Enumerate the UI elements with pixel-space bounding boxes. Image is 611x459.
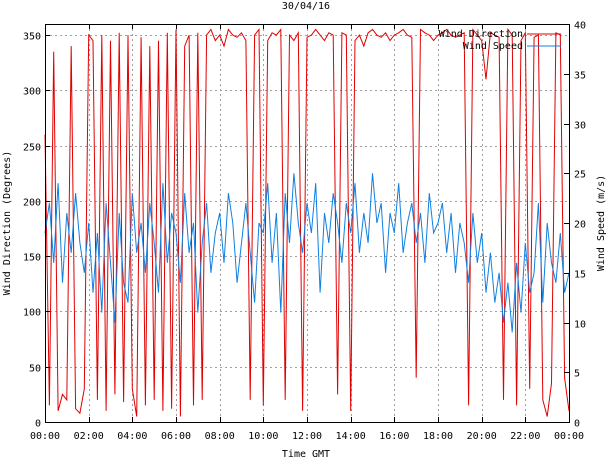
y-axis-label-left: Wind Direction (Degrees) [2, 151, 13, 296]
y-left-tick-label: 300 [23, 87, 41, 98]
x-tick-label: 08:00 [205, 431, 235, 442]
x-tick-label: 10:00 [248, 431, 278, 442]
series-line-wind-direction [44, 28, 570, 417]
y-right-tick-label: 25 [574, 170, 586, 181]
x-tick-label: 04:00 [117, 431, 147, 442]
x-tick-label: 18:00 [423, 431, 453, 442]
y-left-tick-label: 50 [29, 364, 41, 375]
y-right-tick-label: 5 [574, 369, 580, 380]
x-axis-label: Time GMT [282, 449, 330, 459]
series-line-wind-speed [44, 173, 570, 333]
x-tick-label: 20:00 [467, 431, 497, 442]
x-tick-label: 00:00 [554, 431, 584, 442]
y-right-tick-label: 10 [574, 320, 586, 331]
x-tick-label: 12:00 [292, 431, 322, 442]
x-tick-label: 00:00 [30, 431, 60, 442]
y-left-tick-label: 200 [23, 198, 41, 209]
y-left-tick-label: 150 [23, 253, 41, 264]
y-axis-label-right: Wind Speed (m/s) [596, 175, 607, 271]
y-right-tick-label: 40 [574, 21, 586, 32]
y-left-tick-label: 350 [23, 32, 41, 43]
legend-label-wind-speed: Wind Speed [463, 41, 523, 52]
y-left-tick-label: 0 [35, 419, 41, 430]
y-right-tick-label: 30 [574, 121, 586, 132]
chart-title: 30/04/16 [282, 1, 330, 12]
y-right-tick-label: 20 [574, 220, 586, 231]
y-right-tick-label: 0 [574, 419, 580, 430]
x-tick-label: 06:00 [161, 431, 191, 442]
x-tick-label: 14:00 [336, 431, 366, 442]
axis-ticks: 00:00 02:00 04:00 06:00 08:00 10:00 12:00 14:00… [23, 21, 586, 443]
x-tick-label: 22:00 [510, 431, 540, 442]
legend: Wind Direction Wind Speed [439, 29, 561, 52]
y-left-tick-label: 100 [23, 308, 41, 319]
x-tick-label: 16:00 [379, 431, 409, 442]
x-tick-label: 02:00 [74, 431, 104, 442]
y-right-tick-label: 15 [574, 270, 586, 281]
y-left-tick-label: 250 [23, 143, 41, 154]
series-lines [44, 28, 570, 417]
legend-label-wind-direction: Wind Direction [439, 29, 523, 40]
y-right-tick-label: 35 [574, 71, 586, 82]
